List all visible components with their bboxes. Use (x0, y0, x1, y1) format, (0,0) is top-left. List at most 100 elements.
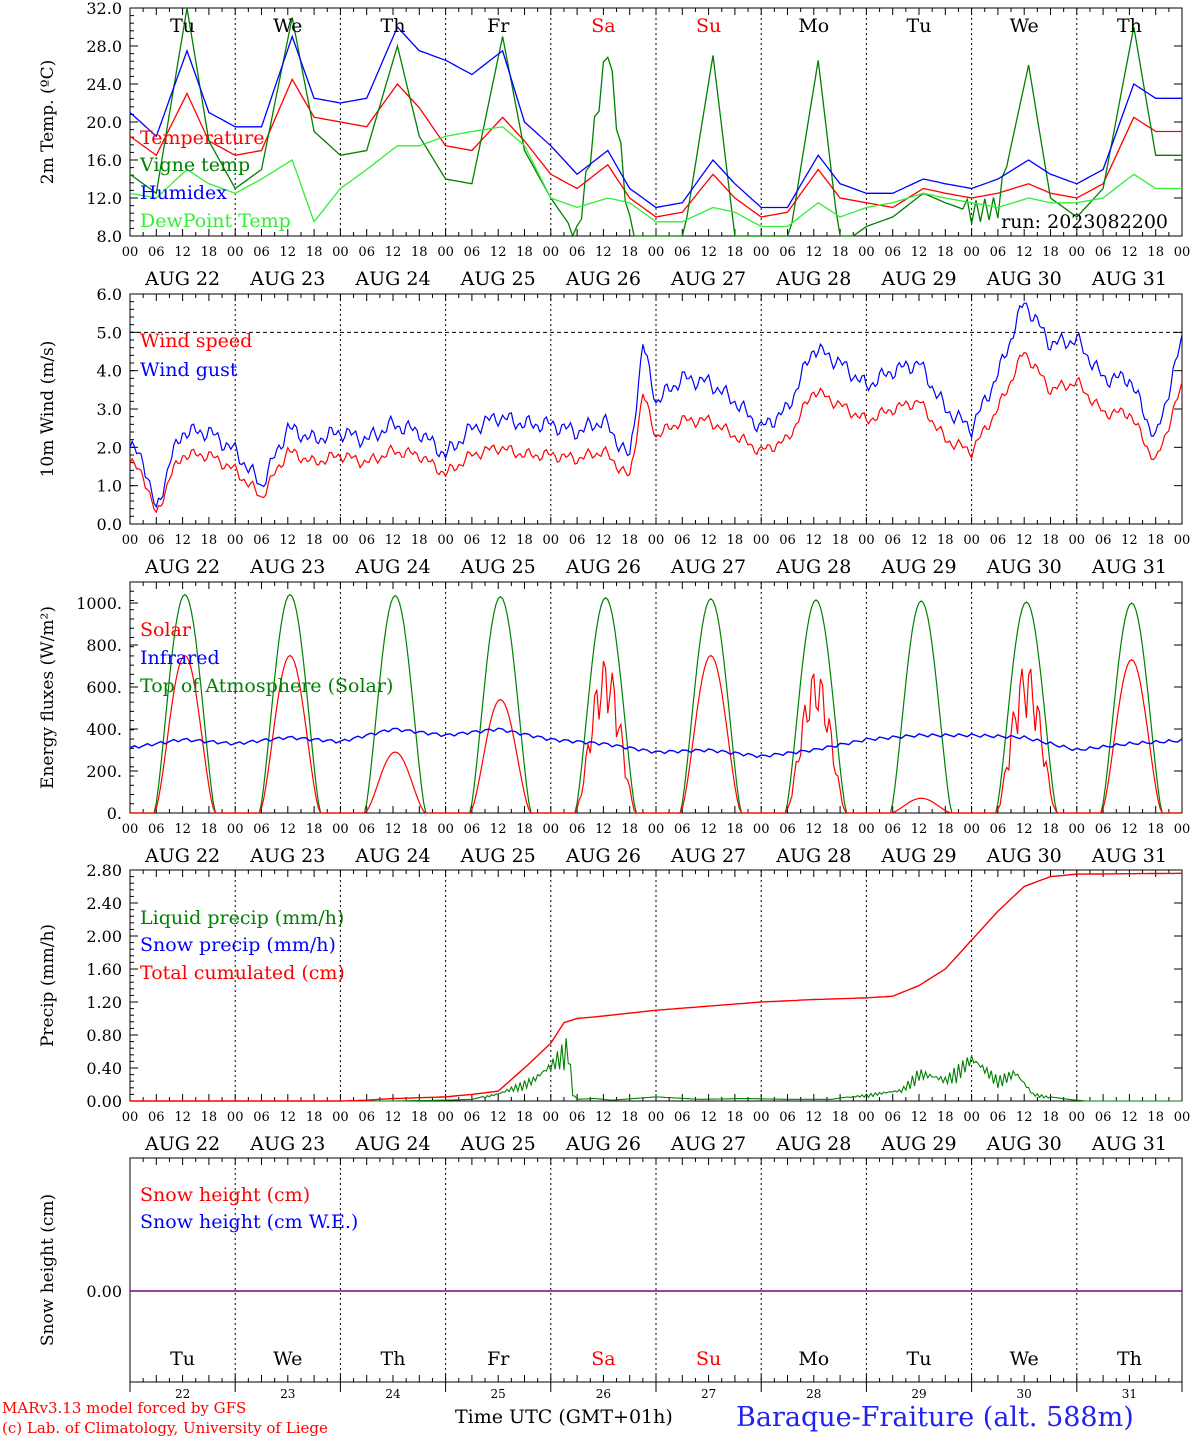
hour-label: 00 (332, 1110, 349, 1125)
date-label: AUG 27 (670, 556, 746, 578)
hour-label: 06 (253, 822, 270, 837)
day-number-label: 29 (911, 1387, 926, 1401)
hour-label: 00 (332, 822, 349, 837)
date-label: AUG 30 (986, 845, 1062, 867)
hour-label: 00 (753, 1110, 770, 1125)
hour-label: 06 (358, 1110, 375, 1125)
hour-label: 06 (148, 245, 165, 260)
hour-label: 18 (727, 533, 744, 548)
hour-label: 12 (490, 822, 507, 837)
hour-label: 06 (464, 245, 481, 260)
weekday-label: Th (1117, 15, 1142, 37)
hour-label: 00 (858, 1110, 875, 1125)
hour-label: 12 (385, 822, 402, 837)
hour-label: 12 (280, 822, 297, 837)
hour-label: 18 (306, 822, 323, 837)
hour-label: 06 (358, 533, 375, 548)
hour-label: 18 (727, 822, 744, 837)
series-line (129, 126, 1182, 228)
y-tick-label: 0.00 (86, 1282, 122, 1301)
date-label: AUG 27 (670, 1133, 746, 1155)
y-tick-label: 1000. (76, 594, 122, 613)
date-label: AUG 22 (144, 845, 220, 867)
legend-entry: DewPoint Temp (140, 210, 291, 232)
hour-label: 00 (437, 822, 454, 837)
hour-label: 12 (174, 1110, 191, 1125)
hour-label: 00 (543, 822, 560, 837)
hour-label: 00 (753, 822, 770, 837)
hour-label: 06 (674, 533, 691, 548)
hour-label: 18 (201, 533, 218, 548)
hour-label: 18 (201, 245, 218, 260)
hour-label: 18 (306, 245, 323, 260)
hour-label: 12 (1016, 822, 1033, 837)
y-tick-label: 32.0 (86, 0, 122, 18)
hour-label: 18 (937, 822, 954, 837)
hour-label: 00 (1069, 822, 1086, 837)
weekday-label: Th (1117, 1348, 1142, 1370)
hour-label: 18 (621, 245, 638, 260)
weekday-label: We (1010, 15, 1039, 37)
hour-label: 00 (332, 533, 349, 548)
hour-label: 12 (1016, 245, 1033, 260)
date-label: AUG 30 (986, 268, 1062, 290)
hour-label: 00 (1069, 245, 1086, 260)
hour-label: 12 (700, 1110, 717, 1125)
hour-label: 00 (437, 533, 454, 548)
hour-label: 06 (148, 533, 165, 548)
date-label: AUG 31 (1091, 1133, 1167, 1155)
day-number-label: 25 (491, 1387, 506, 1401)
hour-label: 18 (727, 1110, 744, 1125)
hour-label: 00 (1174, 822, 1191, 837)
legend-entry: Wind speed (140, 330, 252, 352)
date-label: AUG 23 (249, 845, 325, 867)
hour-label: 18 (411, 822, 428, 837)
date-label: AUG 29 (880, 1133, 956, 1155)
hour-label: 18 (411, 1110, 428, 1125)
y-tick-label: 2.0 (97, 438, 122, 457)
hour-label: 00 (1174, 1110, 1191, 1125)
hour-label: 12 (1121, 822, 1138, 837)
y-tick-label: 8.0 (97, 227, 122, 246)
hour-label: 06 (569, 245, 586, 260)
y-tick-label: 600. (86, 678, 122, 697)
hour-label: 06 (1095, 822, 1112, 837)
hour-label: 06 (884, 822, 901, 837)
weekday-label: Tu (170, 15, 195, 37)
hour-label: 12 (385, 245, 402, 260)
date-label: AUG 28 (775, 845, 851, 867)
hour-label: 00 (543, 245, 560, 260)
date-label: AUG 25 (460, 1133, 536, 1155)
hour-label: 12 (911, 533, 928, 548)
hour-label: 00 (1069, 533, 1086, 548)
y-tick-label: 20.0 (86, 113, 122, 132)
hour-label: 18 (411, 245, 428, 260)
hour-label: 12 (595, 533, 612, 548)
hour-label: 06 (884, 1110, 901, 1125)
day-number-label: 24 (385, 1387, 401, 1401)
y-tick-label: 12.0 (86, 189, 122, 208)
hour-label: 12 (595, 1110, 612, 1125)
y-tick-label: 24.0 (86, 75, 122, 94)
date-label: AUG 25 (460, 268, 536, 290)
hour-label: 18 (621, 822, 638, 837)
weekday-label: Tu (907, 1348, 932, 1370)
hour-label: 06 (990, 533, 1007, 548)
hour-label: 00 (963, 822, 980, 837)
hour-label: 00 (122, 533, 139, 548)
date-label: AUG 29 (880, 556, 956, 578)
hour-label: 12 (700, 245, 717, 260)
hour-label: 00 (1069, 1110, 1086, 1125)
hour-label: 12 (174, 245, 191, 260)
hour-label: 12 (490, 245, 507, 260)
hour-label: 12 (1016, 533, 1033, 548)
hour-label: 06 (990, 1110, 1007, 1125)
station-label: Baraque-Fraiture (alt. 588m) (736, 1402, 1134, 1433)
hour-label: 00 (543, 533, 560, 548)
hour-label: 18 (832, 1110, 849, 1125)
footer-model: MARv3.13 model forced by GFS (2, 1399, 247, 1417)
y-tick-label: 400. (86, 720, 122, 739)
y-tick-label: 2.40 (86, 894, 122, 913)
legend-entry: Infrared (140, 647, 220, 669)
hour-label: 12 (280, 533, 297, 548)
